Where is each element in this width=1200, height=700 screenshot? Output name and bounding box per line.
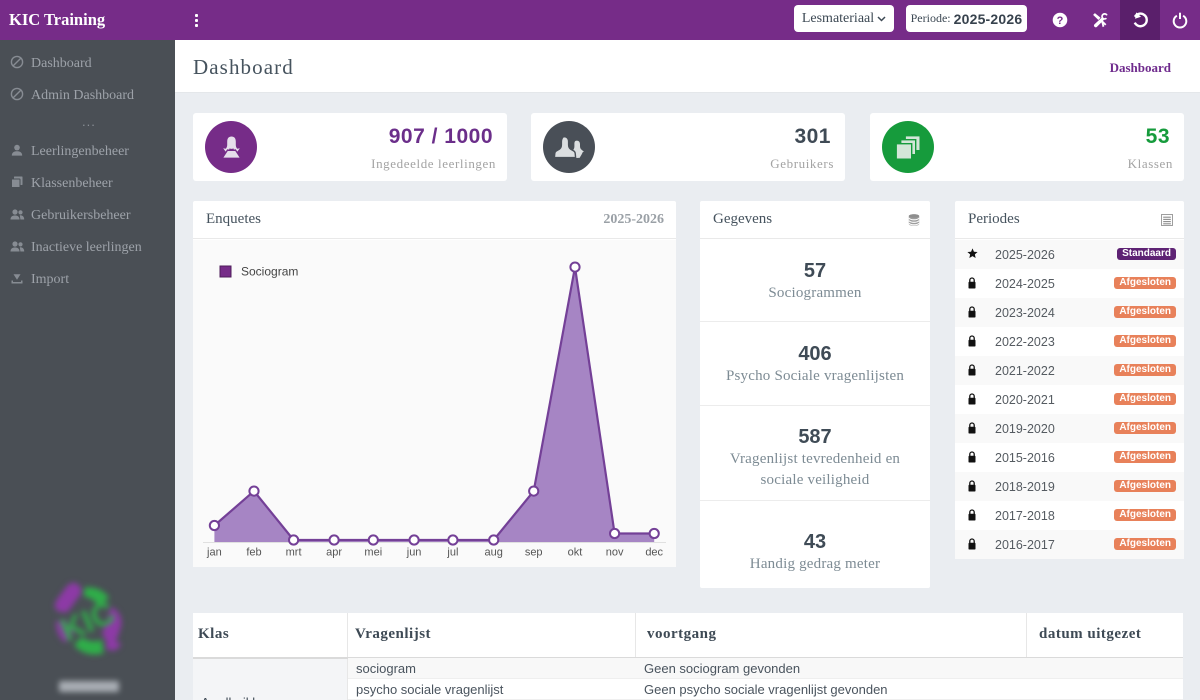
svg-text:?: ? [1057, 15, 1064, 27]
svg-text:nov: nov [606, 547, 624, 559]
svg-text:dec: dec [645, 547, 663, 559]
svg-text:sep: sep [525, 547, 543, 559]
svg-text:Sociogram: Sociogram [241, 265, 298, 279]
svg-text:feb: feb [246, 547, 261, 559]
svg-text:apr: apr [326, 547, 342, 559]
svg-text:jun: jun [406, 547, 422, 559]
svg-text:jul: jul [446, 547, 458, 559]
svg-text:mei: mei [364, 547, 382, 559]
svg-text:okt: okt [568, 547, 583, 559]
svg-text:aug: aug [485, 547, 503, 559]
svg-text:mrt: mrt [286, 547, 302, 559]
svg-text:jan: jan [206, 547, 222, 559]
